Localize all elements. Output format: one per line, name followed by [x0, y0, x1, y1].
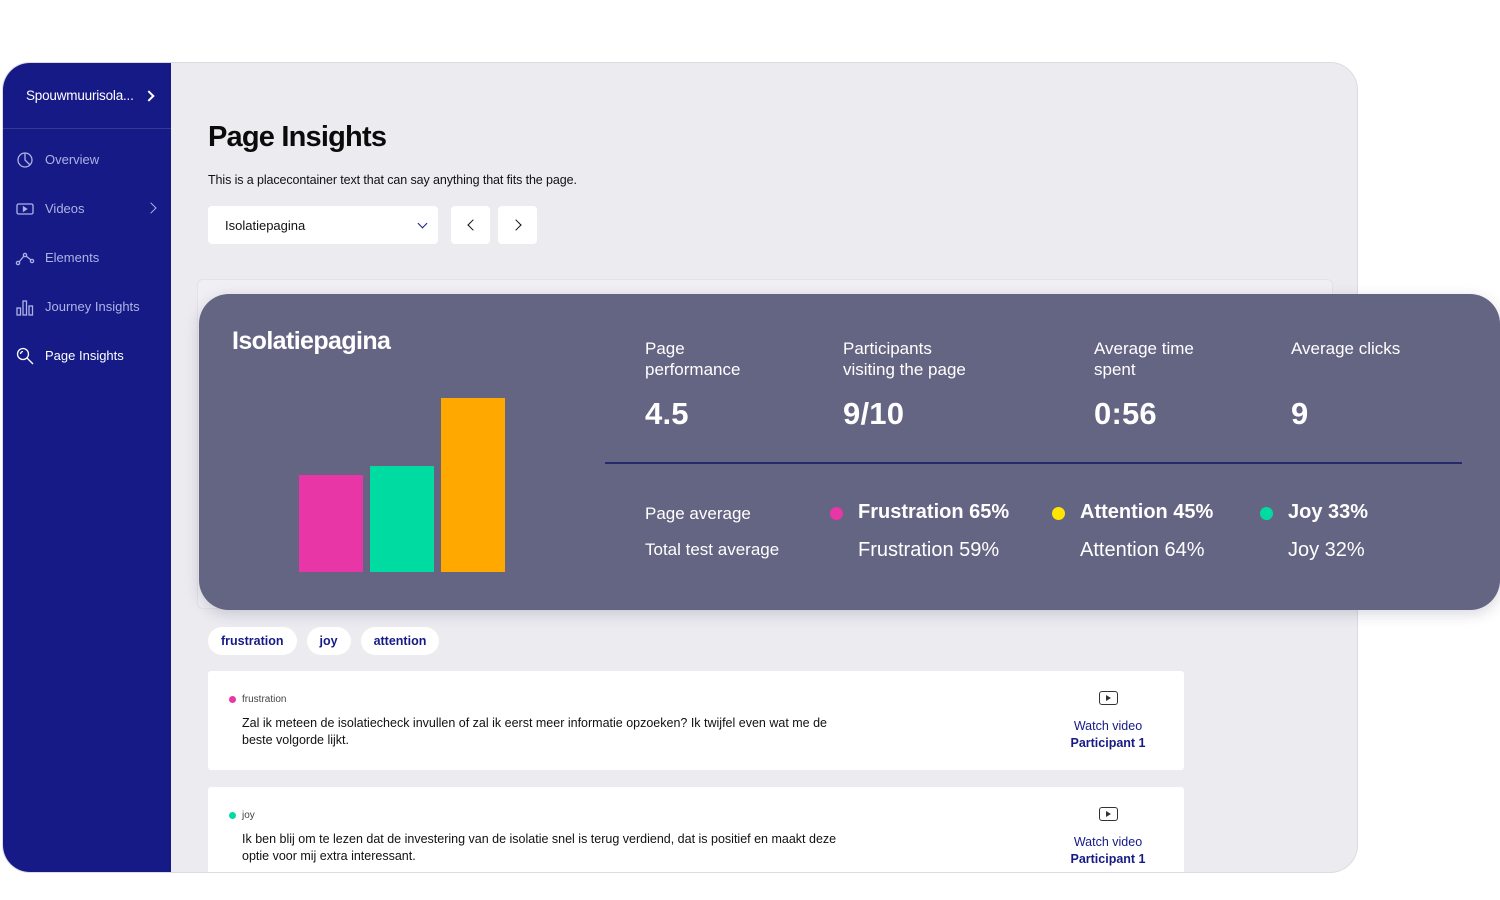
- metric-label: Average time spent: [1094, 338, 1194, 380]
- watch-video-link[interactable]: Watch video Participant 1: [1066, 807, 1150, 868]
- sidebar: Spouwmuurisola... Overview Videos: [3, 63, 171, 872]
- frustration-page-value: Frustration 65%: [858, 501, 1010, 523]
- metric-label-line1: Page: [645, 339, 685, 358]
- frustration-total-average: Frustration 59%: [858, 539, 1000, 561]
- sidebar-item-overview[interactable]: Overview: [3, 135, 171, 184]
- tag-attention[interactable]: attention: [360, 627, 440, 655]
- participant-label: Participant 1: [1070, 852, 1146, 866]
- metric-value: 9/10: [843, 396, 905, 431]
- page-title: Page Insights: [208, 121, 387, 153]
- tag-joy[interactable]: joy: [306, 627, 351, 655]
- frustration-page-average: Frustration 65%: [830, 501, 1010, 524]
- chevron-right-icon: [509, 219, 522, 231]
- participant-label: Participant 1: [1070, 736, 1146, 750]
- metric-average-time: Average time spent 0:56: [1094, 338, 1194, 431]
- joy-total-average: Joy 32%: [1288, 539, 1365, 561]
- total-average-label: Total test average: [645, 540, 780, 559]
- attention-page-value: Attention 45%: [1080, 501, 1214, 523]
- quote-card: frustration Zal ik meteen de isolatieche…: [208, 671, 1184, 770]
- quote-tag-label: joy: [242, 810, 255, 821]
- play-video-icon: [1098, 807, 1118, 821]
- video-icon: [15, 199, 35, 219]
- watch-video-link[interactable]: Watch video Participant 1: [1066, 691, 1150, 752]
- attention-dot-icon: [1052, 507, 1065, 520]
- quote-tag: frustration: [229, 694, 286, 705]
- watch-video-label: Watch video: [1073, 719, 1143, 733]
- joy-dot-icon: [1260, 507, 1273, 520]
- chart-bar: [299, 475, 363, 572]
- tag-frustration[interactable]: frustration: [208, 627, 297, 655]
- metric-average-clicks: Average clicks 9: [1291, 338, 1400, 431]
- metric-label-line1: Average time: [1094, 339, 1194, 358]
- page-select-value: Isolatiepagina: [225, 217, 306, 233]
- quote-tag-label: frustration: [242, 694, 287, 705]
- chevron-right-icon: [145, 202, 157, 214]
- metric-label: Participants visiting the page: [843, 338, 966, 380]
- quote-text: Ik ben blij om te lezen dat de investeri…: [242, 832, 837, 863]
- sidebar-item-label: Journey Insights: [45, 299, 140, 314]
- metric-label-line1: Average clicks: [1291, 339, 1401, 358]
- metric-label: Average clicks: [1291, 338, 1400, 359]
- sidebar-nav: Overview Videos Elements Journey Insig: [3, 135, 171, 380]
- sidebar-item-journey-insights[interactable]: Journey Insights: [3, 282, 171, 331]
- sidebar-item-page-insights[interactable]: Page Insights: [3, 331, 171, 380]
- divider: [605, 462, 1462, 464]
- sidebar-item-label: Overview: [45, 152, 100, 167]
- chevron-right-icon: [143, 89, 155, 102]
- chart-bar: [441, 398, 505, 572]
- attention-page-average: Attention 45%: [1052, 501, 1214, 524]
- metric-value: 4.5: [645, 396, 689, 431]
- previous-page-button[interactable]: [451, 206, 490, 244]
- project-name: Spouwmuurisola...: [26, 88, 134, 103]
- metric-label-line2: spent: [1094, 360, 1136, 379]
- summary-title: Isolatiepagina: [232, 327, 391, 355]
- frustration-dot-icon: [830, 507, 843, 520]
- page-select[interactable]: Isolatiepagina: [208, 206, 438, 244]
- metric-label-line2: performance: [645, 360, 741, 379]
- sidebar-item-videos[interactable]: Videos: [3, 184, 171, 233]
- attention-total-average: Attention 64%: [1080, 539, 1205, 561]
- project-selector[interactable]: Spouwmuurisola...: [3, 63, 171, 129]
- play-video-icon: [1098, 691, 1118, 705]
- emotion-bar-chart: [299, 394, 509, 572]
- nodes-icon: [15, 248, 35, 268]
- quote-card: joy Ik ben blij om te lezen dat de inves…: [208, 787, 1184, 872]
- pie-chart-icon: [15, 150, 35, 170]
- frustration-dot-icon: [229, 696, 236, 703]
- magnifier-icon: [15, 346, 35, 366]
- page-summary-card: Isolatiepagina Page performance 4.5 Part…: [199, 294, 1500, 610]
- sidebar-item-elements[interactable]: Elements: [3, 233, 171, 282]
- bar-chart-icon: [15, 297, 35, 317]
- sidebar-item-label: Videos: [45, 201, 85, 216]
- quote-tag: joy: [229, 810, 255, 821]
- watch-video-label: Watch video: [1073, 835, 1143, 849]
- sidebar-item-label: Elements: [45, 250, 100, 265]
- emotion-filter-tags: frustration joy attention: [208, 627, 440, 655]
- quote-text: Zal ik meteen de isolatiecheck invullen …: [242, 716, 828, 747]
- joy-page-average: Joy 33%: [1260, 501, 1369, 524]
- chart-bar: [370, 466, 434, 572]
- metric-value: 9: [1291, 396, 1309, 431]
- metric-label-line1: Participants: [843, 339, 932, 358]
- next-page-button[interactable]: [498, 206, 537, 244]
- page-average-label: Page average: [645, 504, 751, 523]
- chevron-down-icon: [417, 218, 428, 228]
- joy-dot-icon: [229, 812, 236, 819]
- chevron-left-icon: [466, 219, 479, 231]
- metric-page-performance: Page performance 4.5: [645, 338, 740, 431]
- metric-label: Page performance: [645, 338, 740, 380]
- joy-page-value: Joy 33%: [1288, 501, 1369, 523]
- metric-value: 0:56: [1094, 396, 1157, 431]
- page-description: This is a placecontainer text that can s…: [208, 173, 577, 187]
- metric-participants: Participants visiting the page 9/10: [843, 338, 966, 431]
- metric-label-line2: visiting the page: [843, 360, 966, 379]
- sidebar-item-label: Page Insights: [45, 348, 124, 363]
